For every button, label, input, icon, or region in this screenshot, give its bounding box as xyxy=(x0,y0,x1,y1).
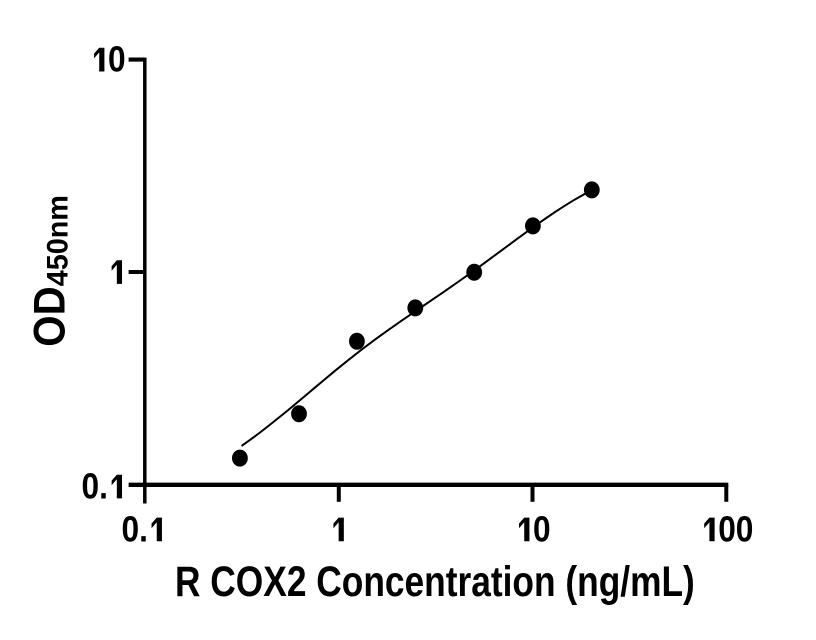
svg-text:0.: 0. xyxy=(82,467,108,507)
svg-text:0: 0 xyxy=(533,509,551,549)
svg-text:OD: OD xyxy=(26,286,75,346)
svg-text:0.: 0. xyxy=(121,509,147,549)
svg-text:450nm: 450nm xyxy=(41,195,75,286)
svg-text:0: 0 xyxy=(108,40,126,80)
svg-text:R COX2 Concentration (ng/mL): R COX2 Concentration (ng/mL) xyxy=(175,559,695,606)
svg-text:00: 00 xyxy=(718,509,753,549)
